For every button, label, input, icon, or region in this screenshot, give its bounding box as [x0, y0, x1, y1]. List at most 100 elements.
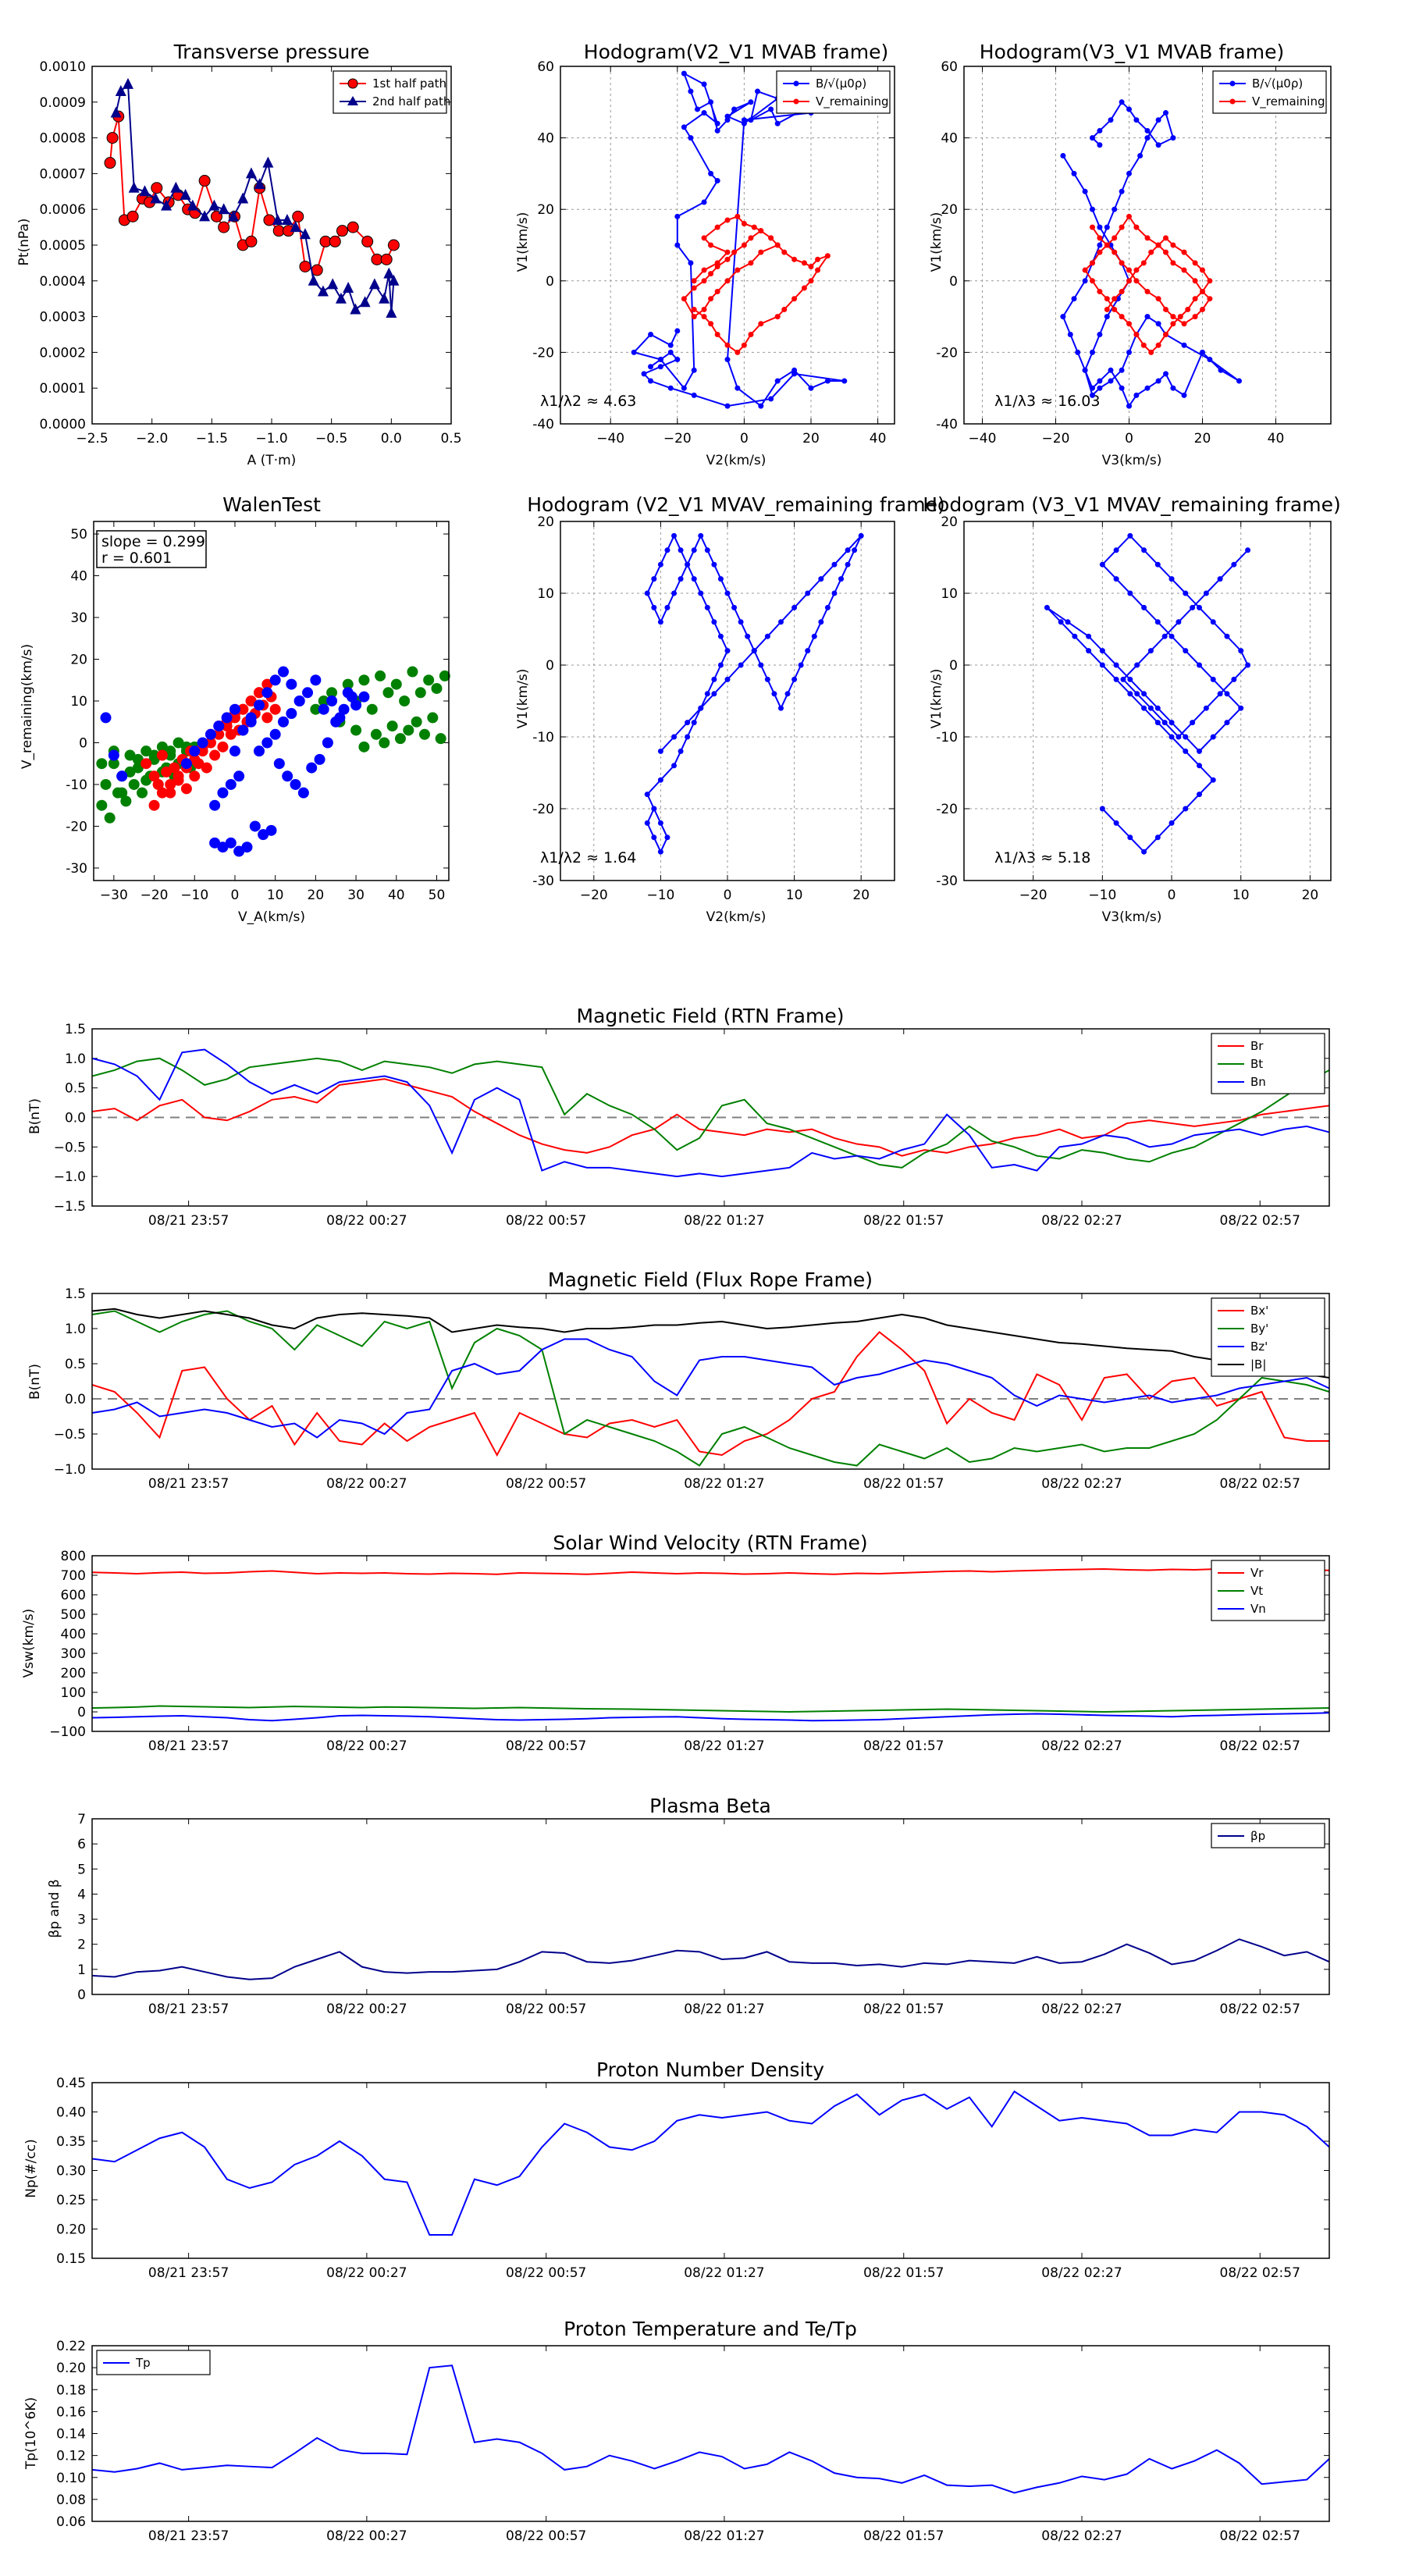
data-marker — [1119, 289, 1125, 295]
chart-title: WalenTest — [222, 493, 321, 516]
data-marker — [1238, 648, 1244, 654]
data-marker — [731, 604, 738, 610]
series-Vr — [91, 1567, 1330, 1575]
y-tick-label: 600 — [61, 1588, 86, 1603]
data-marker — [1108, 117, 1114, 123]
data-marker — [1147, 705, 1154, 711]
series-Bx' — [91, 1331, 1329, 1457]
x-tick-label: 08/22 01:27 — [684, 1738, 764, 1754]
data-marker — [1144, 385, 1151, 391]
scatter-point — [350, 724, 362, 736]
y-tick-label: 0.35 — [56, 2134, 86, 2150]
data-marker — [671, 532, 678, 539]
x-tick-label: 0.0 — [381, 431, 402, 447]
data-marker — [774, 314, 781, 320]
data-marker — [805, 590, 811, 596]
data-marker — [150, 192, 162, 204]
data-marker — [1155, 342, 1161, 348]
x-tick-label: 08/22 01:27 — [684, 1476, 764, 1492]
scatter-point — [189, 770, 201, 782]
data-marker — [254, 178, 265, 190]
scatter-point — [282, 770, 293, 782]
y-tick-label: -20 — [532, 345, 554, 361]
scatter-point — [439, 670, 450, 681]
plot-frame — [91, 1293, 1330, 1470]
data-marker — [667, 349, 674, 355]
data-marker — [1097, 127, 1103, 133]
series-line — [91, 2090, 1330, 2236]
chart-title: Proton Temperature and Te/Tp — [564, 2318, 857, 2340]
data-marker — [818, 619, 824, 625]
x-tick-label: −40 — [969, 431, 997, 447]
data-marker — [1060, 314, 1066, 320]
data-marker — [708, 321, 714, 327]
scatter-point — [386, 720, 398, 732]
x-tick-label: 08/22 01:27 — [684, 1213, 764, 1229]
data-marker — [671, 734, 678, 740]
data-marker — [1185, 306, 1191, 312]
data-marker — [1154, 834, 1161, 841]
x-tick-label: 08/22 01:27 — [684, 2265, 764, 2281]
plot-area: -30 -20 -10 0 10 20 30 40 50 −30 −20 −10 0 10 20 30 40 50 — [66, 521, 450, 903]
x-tick-label: 08/22 00:27 — [326, 2001, 407, 2017]
legend: Br Bt Bn — [1211, 1033, 1325, 1094]
x-tick-label: 08/22 00:27 — [326, 1476, 407, 1492]
data-marker — [1126, 321, 1132, 327]
data-marker — [1082, 367, 1088, 373]
data-marker — [1163, 249, 1168, 255]
data-marker — [651, 576, 657, 582]
data-marker — [714, 263, 720, 269]
data-marker — [1099, 662, 1105, 668]
data-marker — [1119, 260, 1125, 266]
data-marker — [791, 296, 798, 302]
data-marker — [781, 306, 788, 312]
data-marker — [1144, 135, 1151, 141]
data-marker — [678, 547, 684, 553]
data-marker — [774, 378, 781, 384]
x-tick-label: 08/22 02:57 — [1220, 2265, 1300, 2281]
data-marker — [1090, 224, 1095, 230]
x-tick-label: −20 — [140, 888, 169, 903]
data-marker — [237, 192, 249, 204]
data-marker — [738, 619, 744, 625]
legend-box — [776, 70, 891, 114]
data-marker — [1181, 267, 1187, 273]
data-marker — [1210, 676, 1216, 682]
proton-density-panel: Proton Number Density Np(#/cc) 0.150.200… — [23, 2058, 1330, 2281]
chart-title: Hodogram(V2_V1 MVAB frame) — [584, 41, 888, 63]
y-tick-label: 300 — [61, 1646, 86, 1662]
data-marker — [329, 235, 341, 247]
data-marker — [711, 561, 717, 568]
x-tick-label: −20 — [1042, 431, 1070, 447]
scatter-point — [366, 703, 378, 715]
x-tick-label: 08/22 00:27 — [326, 2528, 407, 2544]
data-marker — [735, 213, 741, 219]
x-tick-label: −40 — [596, 431, 624, 447]
data-marker — [724, 357, 731, 363]
data-marker — [1155, 117, 1161, 123]
y-tick-label: 0.5 — [65, 1357, 86, 1372]
data-marker — [698, 532, 704, 539]
scatter-point — [269, 703, 281, 715]
series-line — [91, 1057, 1330, 1169]
data-marker — [1181, 392, 1187, 398]
data-marker — [1207, 296, 1213, 302]
data-marker — [688, 260, 694, 266]
y-tick-label: 10 — [941, 586, 958, 602]
data-marker — [1090, 206, 1095, 212]
series-Br — [91, 1078, 1330, 1157]
y-tick-label: 0 — [79, 735, 87, 751]
y-tick-label: 0.25 — [56, 2193, 86, 2208]
y-tick-label: 0.08 — [56, 2492, 86, 2508]
legend-marker — [1229, 80, 1236, 87]
scatter-point — [189, 745, 201, 757]
data-marker — [657, 561, 663, 568]
data-marker — [1127, 676, 1133, 682]
data-marker — [1127, 834, 1133, 841]
data-marker — [691, 306, 697, 312]
data-marker — [824, 378, 831, 384]
scatter-point — [116, 787, 128, 799]
x-tick-label: 30 — [347, 888, 365, 903]
y-axis-label: Np(#/cc) — [23, 2139, 39, 2197]
data-marker — [1170, 242, 1176, 248]
